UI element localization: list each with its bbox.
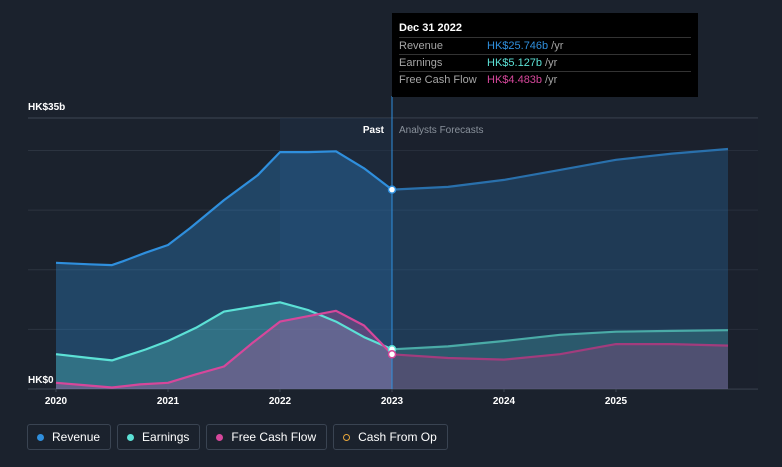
tooltip-fcf-unit: /yr	[545, 74, 558, 86]
x-tick-label: 2025	[605, 396, 628, 407]
x-tick-label: 2022	[269, 396, 292, 407]
legend-earnings-label: Earnings	[142, 430, 190, 444]
tooltip-date: Dec 31 2022	[399, 21, 691, 38]
legend-revenue[interactable]: Revenue	[27, 424, 112, 450]
legend-earnings[interactable]: Earnings	[117, 424, 201, 450]
x-tick-label: 2021	[157, 396, 180, 407]
grid	[28, 117, 758, 390]
past-highlight	[280, 118, 392, 389]
tooltip-revenue-value: HK$25.746b	[487, 40, 549, 52]
tooltip-earnings-unit: /yr	[545, 57, 558, 69]
tooltip-row-fcf: Free Cash Flow HK$4.483b /yr	[399, 72, 691, 89]
legend-revenue-dot-icon	[37, 433, 44, 441]
tooltip-revenue-unit: /yr	[551, 40, 564, 52]
marker-revenue	[387, 185, 397, 194]
forecast-label: Analysts Forecasts	[399, 125, 483, 136]
series-area-fcf	[56, 310, 728, 389]
past-label: Past	[363, 125, 385, 136]
legend-revenue-label: Revenue	[52, 430, 101, 444]
series-line-earnings	[55, 301, 729, 362]
legend-fcf[interactable]: Free Cash Flow	[206, 424, 328, 450]
legend-fcf-label: Free Cash Flow	[231, 430, 317, 444]
tooltip-row-revenue: Revenue HK$25.746b /yr	[399, 38, 691, 55]
legend-fcf-dot-icon	[216, 433, 224, 441]
x-tick-label: 2023	[381, 396, 404, 407]
legend-cash-from-op[interactable]: Cash From Op	[333, 424, 448, 450]
tooltip-revenue-name: Revenue	[399, 40, 444, 52]
y-axis-bottom-label: HK$0	[28, 375, 54, 386]
tooltip-earnings-name: Earnings	[399, 57, 443, 69]
labels: Past Analysts Forecasts HK$35b HK$0 2020 2021…	[28, 102, 628, 407]
x-tick-label: 2024	[493, 396, 516, 407]
legend-cash-from-op-dot-icon	[343, 433, 351, 441]
overlay	[387, 96, 758, 389]
tooltip: Dec 31 2022 Revenue HK$25.746b /yr Earni…	[392, 13, 698, 97]
tooltip-row-earnings: Earnings HK$5.127b /yr	[399, 55, 691, 72]
past-band	[280, 118, 392, 389]
tooltip-fcf-name: Free Cash Flow	[399, 74, 477, 86]
legend-cash-from-op-label: Cash From Op	[358, 430, 437, 444]
series-line-fcf	[55, 309, 729, 389]
forecast-shade	[392, 118, 758, 389]
marker-fcf	[387, 350, 397, 359]
x-tick-label: 2020	[45, 396, 68, 407]
legend-earnings-dot-icon	[127, 433, 135, 441]
tooltip-fcf-value: HK$4.483b	[487, 74, 543, 86]
tooltip-earnings-value: HK$5.127b	[487, 57, 543, 69]
legend: Revenue Earnings Free Cash Flow Cash Fro…	[27, 424, 448, 450]
series-line-revenue	[55, 147, 729, 267]
y-axis-top-label: HK$35b	[28, 102, 65, 113]
